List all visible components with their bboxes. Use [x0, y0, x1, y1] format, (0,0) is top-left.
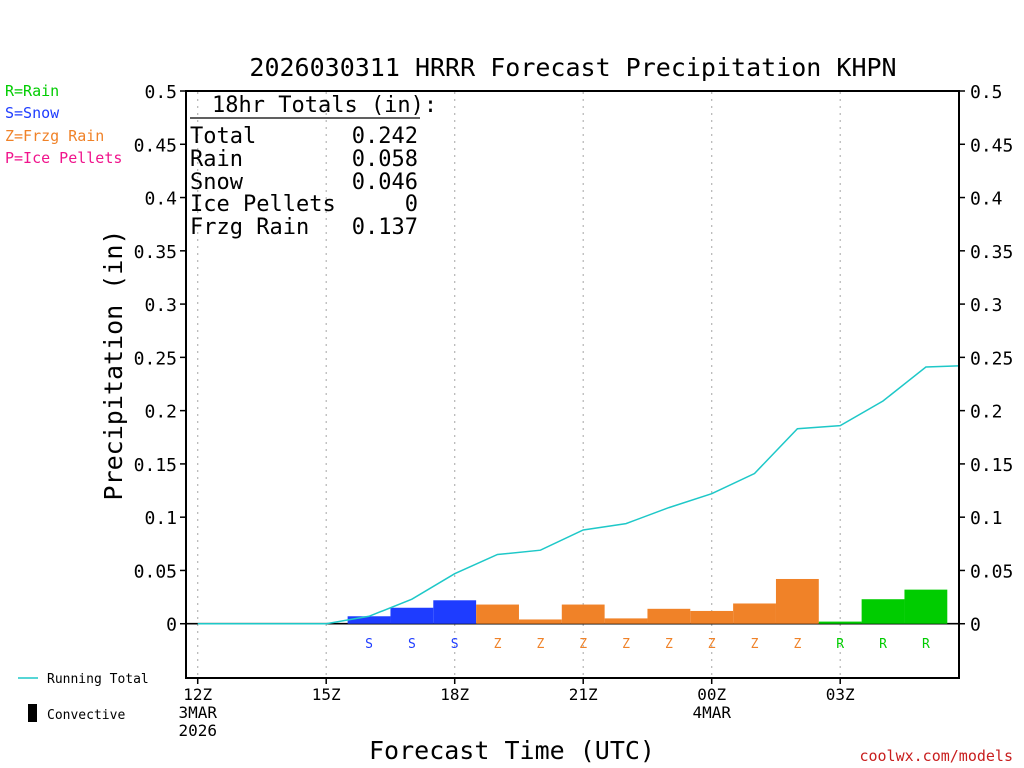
x-axis-label: Forecast Time (UTC)	[369, 736, 655, 765]
convective-legend-label: Convective	[47, 708, 125, 723]
y-tick-label-left: 0.2	[144, 402, 177, 423]
totals-label-total: Total	[190, 124, 256, 149]
precip-bar	[433, 600, 477, 624]
y-tick-label-right: 0.25	[970, 348, 1013, 369]
precip-type-label: S	[451, 637, 459, 652]
precip-type-label: Z	[536, 637, 544, 652]
precip-bar	[733, 603, 776, 624]
precip-type-label: Z	[494, 637, 502, 652]
line-legend: Running Total Convective	[18, 672, 149, 723]
credit-text: coolwx.com/models	[859, 747, 1013, 765]
precip-type-label: Z	[665, 637, 673, 652]
totals-header: 18hr Totals (in):	[212, 93, 437, 118]
totals-value-rain: 0.058	[352, 147, 418, 172]
x-tick-label: 18Z	[440, 685, 469, 704]
type-legend: R=Rain S=Snow Z=Frzg Rain P=Ice Pellets	[5, 82, 122, 167]
y-tick-label-left: 0.25	[134, 348, 177, 369]
totals-label-snow: Snow	[190, 170, 244, 195]
totals-label-ice-pellets: Ice Pellets	[190, 192, 336, 217]
precip-type-label: S	[408, 637, 416, 652]
precip-bar	[561, 604, 605, 624]
y-tick-label-right: 0.35	[970, 242, 1013, 263]
plot-frame	[185, 90, 960, 679]
precip-type-label: Z	[622, 637, 630, 652]
precip-type-label: R	[836, 637, 844, 652]
x-tick-label: 3MAR	[178, 703, 217, 722]
y-tick-label-left: 0.15	[134, 455, 177, 476]
y-tick-label-left: 0.35	[134, 242, 177, 263]
precip-bar	[604, 618, 648, 624]
precip-type-label: Z	[579, 637, 587, 652]
bar-series	[187, 578, 958, 625]
precip-type-label: S	[365, 637, 373, 652]
type-legend-snow: S=Snow	[5, 104, 60, 122]
totals-value-frzg-rain: 0.137	[352, 215, 418, 240]
y-tick-label-right: 0.2	[970, 402, 1003, 423]
type-legend-ice-pellets: P=Ice Pellets	[5, 149, 122, 167]
type-legend-frzg-rain: Z=Frzg Rain	[5, 127, 104, 145]
totals-label-rain: Rain	[190, 147, 243, 172]
y-tick-label-right: 0	[970, 615, 981, 636]
y-tick-label-left: 0.5	[144, 82, 177, 103]
precip-type-label: R	[879, 637, 887, 652]
y-tick-label-left: 0.3	[144, 295, 177, 316]
running-total-legend-label: Running Total	[47, 672, 149, 687]
precip-bar	[390, 607, 434, 624]
x-tick-label: 00Z	[697, 685, 726, 704]
precip-bar	[518, 619, 562, 624]
precip-type-label: Z	[751, 637, 759, 652]
precip-bar	[818, 621, 862, 624]
precip-type-label: R	[922, 637, 930, 652]
precip-bar	[861, 599, 905, 624]
y-tick-label-right: 0.15	[970, 455, 1013, 476]
x-tick-label: 15Z	[312, 685, 341, 704]
running-total-series	[197, 365, 959, 625]
precip-type-label: Z	[708, 637, 716, 652]
y-tick-label-left: 0.05	[134, 561, 177, 582]
y-tick-label-right: 0.05	[970, 561, 1013, 582]
y-tick-label-left: 0	[166, 615, 177, 636]
x-tick-label: 21Z	[569, 685, 598, 704]
totals-value-snow: 0.046	[352, 170, 418, 195]
grid-lines	[197, 92, 841, 677]
totals-label-frzg-rain: Frzg Rain	[190, 215, 309, 240]
y-tick-label-right: 0.5	[970, 82, 1003, 103]
precip-bar	[647, 608, 691, 624]
precip-bar	[904, 589, 948, 624]
totals-value-ice-pellets: 0	[405, 192, 418, 217]
convective-legend-swatch	[28, 704, 37, 722]
precip-bar	[476, 604, 519, 624]
x-tick-label: 03Z	[826, 685, 855, 704]
y-tick-label-left: 0.45	[134, 135, 177, 156]
y-tick-label-left: 0.4	[144, 189, 177, 210]
y-axis-label: Precipitation (in)	[99, 230, 128, 501]
chart-title: 2026030311 HRRR Forecast Precipitation K…	[249, 53, 896, 82]
precip-bar	[347, 616, 391, 624]
y-tick-label-right: 0.3	[970, 295, 1003, 316]
precip-bar	[690, 610, 734, 624]
totals-box: 18hr Totals (in): Total 0.242 Rain 0.058…	[190, 93, 437, 240]
type-legend-rain: R=Rain	[5, 82, 59, 100]
precip-bar	[775, 578, 819, 624]
totals-value-total: 0.242	[352, 124, 418, 149]
y-axis-ticks: 0.5 0.5 0.45 0.45 0.4 0.4 0.35 0.35 0.3 0.3 0.25 0.…	[134, 82, 1014, 636]
y-tick-label-right: 0.4	[970, 189, 1003, 210]
precip-type-label: Z	[793, 637, 801, 652]
y-tick-label-right: 0.45	[970, 135, 1013, 156]
y-tick-label-right: 0.1	[970, 508, 1003, 529]
x-tick-label: 12Z	[183, 685, 212, 704]
y-tick-label-left: 0.1	[144, 508, 177, 529]
x-tick-label: 2026	[178, 721, 217, 740]
x-tick-label: 4MAR	[692, 703, 731, 722]
running-total-line	[197, 365, 959, 625]
